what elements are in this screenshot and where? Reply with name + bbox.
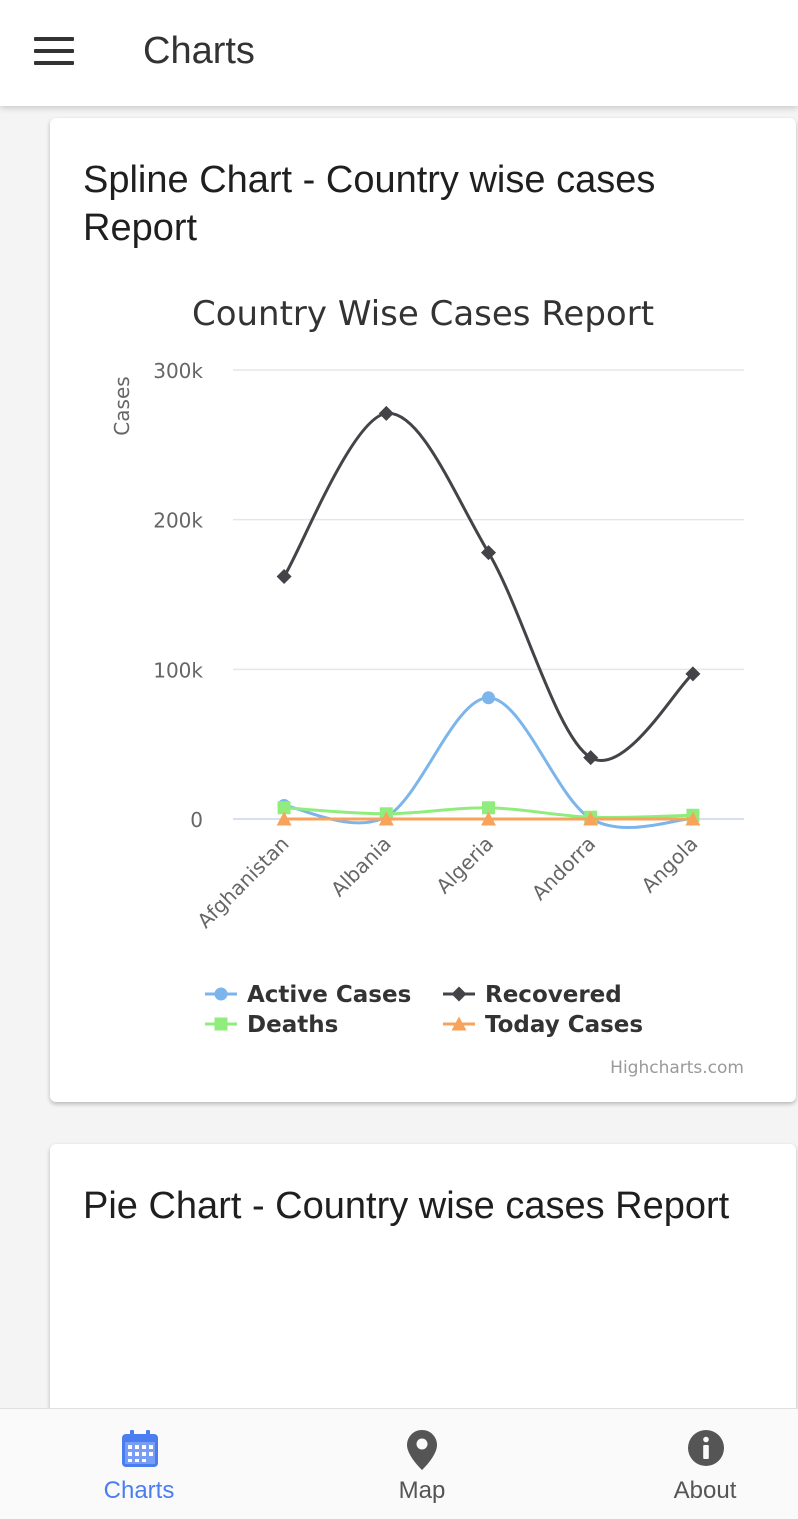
- nav-label-about: About: [673, 1477, 737, 1504]
- nav-label-map: Map: [398, 1477, 446, 1504]
- chart-title: Country Wise Cases Report: [192, 294, 654, 334]
- data-point: [685, 666, 701, 682]
- data-point: [482, 691, 495, 705]
- pie-chart-card: Pie Chart - Country wise cases Report: [50, 1144, 796, 1408]
- data-point: [378, 405, 394, 421]
- nav-item-map[interactable]: Map: [289, 1409, 555, 1519]
- page-title: Charts: [143, 30, 255, 72]
- legend-marker: [451, 1016, 467, 1031]
- data-point: [276, 569, 292, 585]
- legend-marker: [214, 987, 228, 1001]
- data-point: [685, 811, 701, 826]
- legend-marker: [451, 986, 467, 1002]
- y-tick-label: 300k: [153, 359, 203, 383]
- card-title: Spline Chart - Country wise cases Report: [83, 159, 656, 249]
- y-tick-label: 200k: [153, 509, 203, 533]
- data-point: [481, 545, 496, 561]
- data-point: [481, 811, 496, 826]
- x-tick-label: Albania: [326, 832, 396, 902]
- nav-label-charts: Charts: [103, 1477, 175, 1504]
- data-point: [583, 811, 599, 826]
- x-tick-label: Afghanistan: [192, 832, 293, 933]
- legend-marker: [214, 1017, 228, 1031]
- data-point: [378, 811, 394, 826]
- x-tick-label: Andorra: [527, 832, 600, 905]
- calendar-icon: [122, 1430, 158, 1467]
- data-point: [482, 801, 495, 815]
- menu-icon[interactable]: [34, 37, 74, 69]
- x-tick-label: Algeria: [431, 832, 498, 899]
- series-line: [282, 411, 694, 762]
- y-tick-label: 0: [190, 808, 203, 832]
- nav-item-about[interactable]: About: [572, 1409, 798, 1519]
- info-icon: [688, 1430, 724, 1466]
- map-pin-icon: [407, 1430, 437, 1470]
- nav-item-charts[interactable]: Charts: [6, 1409, 272, 1519]
- legend-item: Recovered: [485, 982, 622, 1008]
- data-point: [583, 750, 599, 766]
- legend-item: Active Cases: [247, 982, 411, 1008]
- card-title: Pie Chart - Country wise cases Report: [83, 1185, 730, 1227]
- data-point: [276, 811, 292, 826]
- y-axis-label: Cases: [110, 376, 134, 435]
- y-tick-label: 100k: [153, 658, 203, 682]
- x-tick-label: Angola: [637, 832, 703, 898]
- spline-chart: Country Wise Cases Report Cases 0 100k 200k 3…: [110, 294, 744, 1078]
- spline-chart-card: Spline Chart - Country wise cases Report…: [50, 118, 796, 1102]
- app-bar: Charts: [0, 0, 798, 106]
- content-area[interactable]: Spline Chart - Country wise cases Report…: [0, 106, 798, 1408]
- data-point: [277, 801, 291, 815]
- legend-item: Deaths: [247, 1012, 338, 1038]
- legend-item: Today Cases: [485, 1012, 643, 1038]
- bottom-nav: Charts Map About: [0, 1408, 798, 1519]
- chart-credits: Highcharts.com: [610, 1058, 744, 1078]
